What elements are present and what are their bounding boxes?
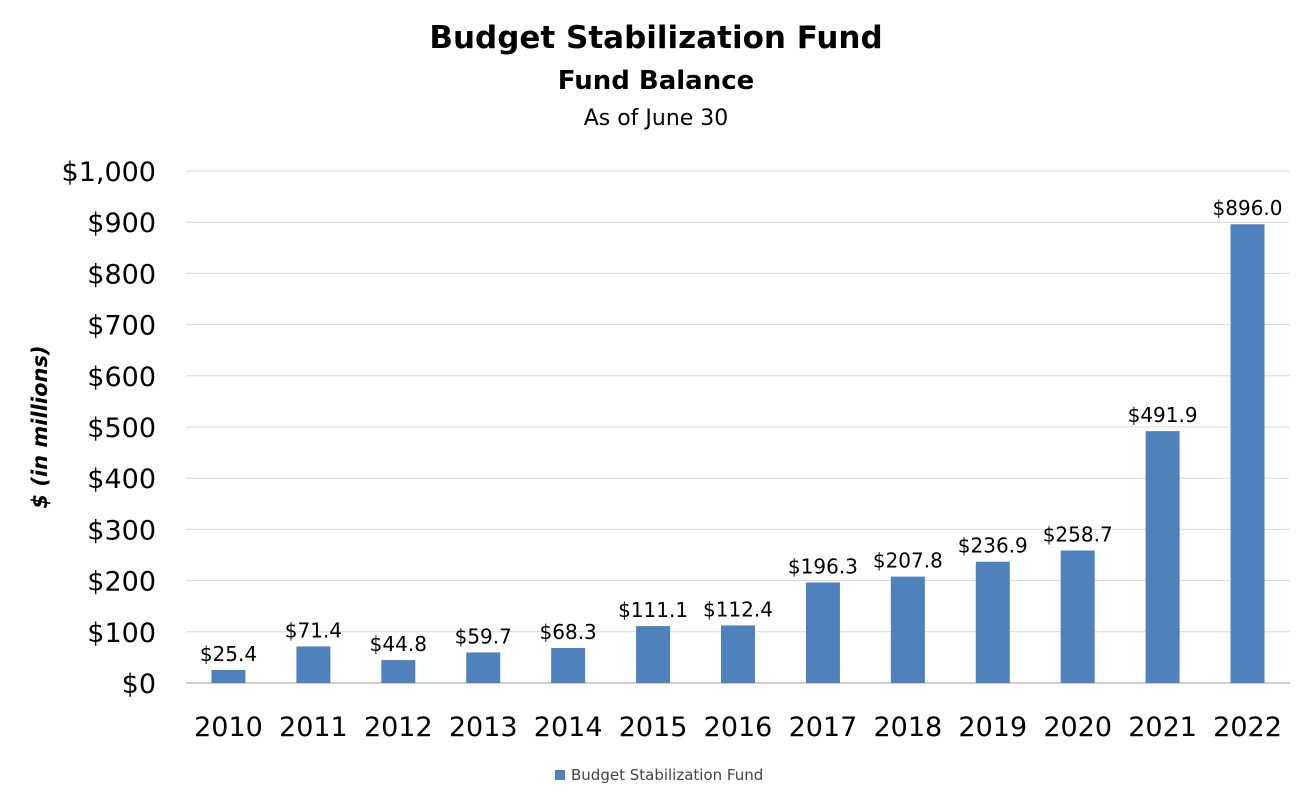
bar-2019[interactable] bbox=[975, 561, 1010, 683]
y-tick-label: $400 bbox=[87, 464, 156, 495]
data-label-2013: $59.7 bbox=[455, 624, 512, 648]
y-axis-label: $ (in millions) bbox=[28, 345, 52, 508]
legend-swatch bbox=[555, 770, 565, 780]
bar-2012[interactable] bbox=[381, 660, 416, 683]
bar-2013[interactable] bbox=[466, 652, 501, 683]
bar-2015[interactable] bbox=[636, 626, 671, 683]
y-tick-label: $600 bbox=[87, 362, 156, 393]
data-label-2011: $71.4 bbox=[285, 618, 342, 642]
chart-title: Budget Stabilization Fund bbox=[429, 20, 883, 56]
bar-2022[interactable] bbox=[1230, 224, 1265, 684]
x-tick-label: 2018 bbox=[873, 712, 942, 743]
x-tick-label: 2019 bbox=[958, 712, 1027, 743]
data-label-2019: $236.9 bbox=[958, 534, 1028, 558]
chart-subtitle: Fund Balance bbox=[557, 66, 755, 96]
bars bbox=[211, 224, 1265, 684]
data-label-2015: $111.1 bbox=[618, 598, 688, 622]
bar-2017[interactable] bbox=[805, 582, 840, 683]
x-tick-label: 2013 bbox=[449, 712, 518, 743]
data-labels: $25.4 $71.4 $44.8 $59.7 $68.3 $111.1 $112.4 $19… bbox=[200, 196, 1283, 666]
y-tick-label: $200 bbox=[87, 567, 156, 598]
bar-2016[interactable] bbox=[721, 625, 755, 683]
y-tick-label: $500 bbox=[87, 413, 156, 444]
legend-label: Budget Stabilization Fund bbox=[571, 766, 763, 784]
bar-2021[interactable] bbox=[1145, 431, 1180, 683]
y-tick-label: $1,000 bbox=[62, 157, 156, 188]
bar-2018[interactable] bbox=[890, 576, 925, 683]
data-label-2014: $68.3 bbox=[540, 620, 597, 644]
data-label-2022: $896.0 bbox=[1213, 196, 1283, 220]
data-label-2010: $25.4 bbox=[200, 642, 257, 666]
y-tick-label: $0 bbox=[122, 669, 156, 700]
legend[interactable]: Budget Stabilization Fund bbox=[555, 766, 763, 784]
bar-2010[interactable] bbox=[211, 669, 246, 683]
x-tick-label: 2010 bbox=[194, 712, 263, 743]
x-tick-label: 2012 bbox=[364, 712, 433, 743]
bar-2014[interactable] bbox=[551, 648, 586, 683]
data-label-2018: $207.8 bbox=[873, 549, 943, 573]
y-axis-ticks: $0 $100 $200 $300 $400 $500 $600 $700 $800 $900 $1… bbox=[62, 157, 156, 700]
data-label-2020: $258.7 bbox=[1043, 523, 1113, 547]
x-tick-label: 2022 bbox=[1213, 712, 1282, 743]
x-tick-label: 2021 bbox=[1128, 712, 1197, 743]
x-tick-label: 2011 bbox=[279, 712, 348, 743]
data-label-2021: $491.9 bbox=[1128, 403, 1198, 427]
y-tick-label: $100 bbox=[87, 618, 156, 649]
y-tick-label: $700 bbox=[87, 311, 156, 342]
x-tick-label: 2016 bbox=[704, 712, 773, 743]
bar-2011[interactable] bbox=[296, 646, 331, 683]
y-tick-label: $900 bbox=[87, 208, 156, 239]
gridlines bbox=[186, 170, 1290, 684]
x-tick-label: 2015 bbox=[619, 712, 688, 743]
data-label-2017: $196.3 bbox=[788, 554, 858, 578]
bar-2020[interactable] bbox=[1060, 550, 1095, 683]
x-tick-label: 2020 bbox=[1043, 712, 1112, 743]
x-axis-ticks: 2010 2011 2012 2013 2014 2015 2016 2017 2018 2019… bbox=[194, 712, 1282, 743]
x-tick-label: 2017 bbox=[789, 712, 858, 743]
chart-date-subtitle: As of June 30 bbox=[583, 106, 729, 131]
data-label-2012: $44.8 bbox=[370, 632, 427, 656]
data-label-2016: $112.4 bbox=[703, 597, 773, 621]
y-tick-label: $300 bbox=[87, 515, 156, 546]
x-tick-label: 2014 bbox=[534, 712, 603, 743]
y-tick-label: $800 bbox=[87, 259, 156, 290]
